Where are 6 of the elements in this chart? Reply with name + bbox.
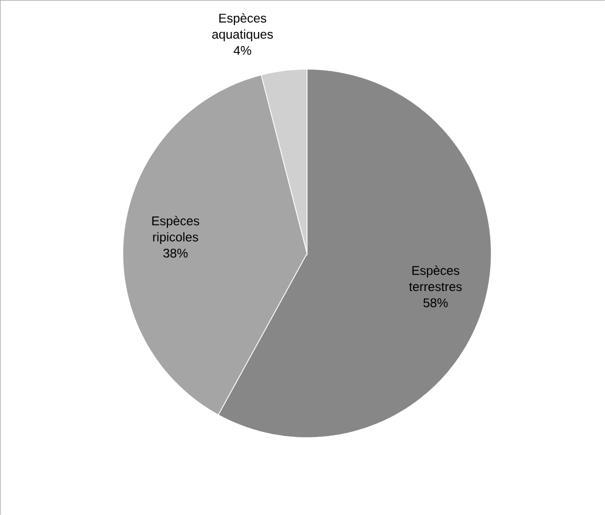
- slice-label: Espèces terrestres: [409, 266, 462, 292]
- slice-label: Espèces ripicoles: [152, 216, 200, 244]
- data-label: 38%: [163, 248, 188, 258]
- slice-label: Espèces aquatiques: [212, 13, 273, 42]
- data-label: 4%: [234, 46, 252, 55]
- data-label: 58%: [423, 298, 448, 308]
